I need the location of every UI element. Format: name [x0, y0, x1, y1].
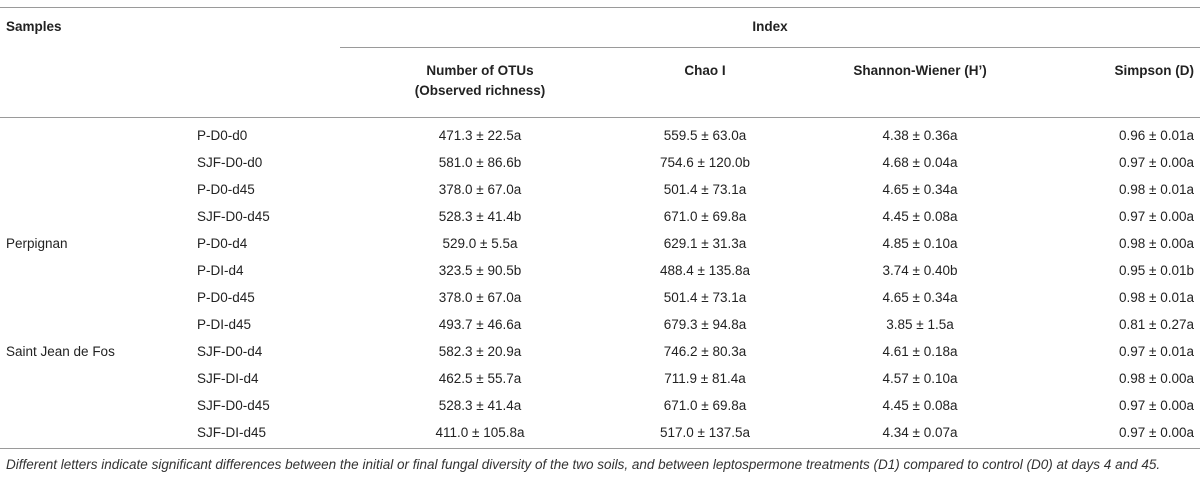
- chao-value: 711.9 ± 81.4a: [664, 371, 746, 386]
- otus-value: 323.5 ± 90.5b: [438, 263, 522, 278]
- chao-value: 517.0 ± 137.5a: [660, 425, 750, 440]
- index-header: Index: [752, 19, 788, 34]
- simpson-value: 0.97 ± 0.01a: [1119, 344, 1194, 359]
- chao-value: 671.0 ± 69.8a: [663, 209, 747, 224]
- shannon-value: 4.38 ± 0.36a: [882, 128, 958, 143]
- simpson-value: 0.97 ± 0.00a: [1119, 398, 1194, 413]
- simpson-value: 0.97 ± 0.00a: [1119, 425, 1194, 440]
- chao-value: 754.6 ± 120.0b: [660, 155, 750, 170]
- otus-value: 493.7 ± 46.6a: [438, 317, 522, 332]
- chao-value: 746.2 ± 80.3a: [663, 344, 747, 359]
- simpson-value: 0.96 ± 0.01a: [1119, 128, 1194, 143]
- sample-label: SJF-D0-d0: [197, 155, 263, 170]
- table-footnote: Different letters indicate significant d…: [6, 457, 1161, 472]
- shannon-value: 4.68 ± 0.04a: [882, 155, 958, 170]
- simpson-value: 0.81 ± 0.27a: [1119, 317, 1194, 332]
- sample-label: P-DI-d45: [197, 317, 252, 332]
- otus-value: 411.0 ± 105.8a: [435, 425, 525, 440]
- sample-label: P-D0-d45: [197, 182, 255, 197]
- sample-label: SJF-D0-d45: [197, 209, 270, 224]
- otus-value: 471.3 ± 22.5a: [438, 128, 522, 143]
- shannon-value: 4.85 ± 0.10a: [882, 236, 958, 251]
- sample-label: SJF-D0-d4: [197, 344, 263, 359]
- chao-value: 679.3 ± 94.8a: [663, 317, 747, 332]
- sample-label: P-D0-d0: [197, 128, 248, 143]
- chao-value: 559.5 ± 63.0a: [663, 128, 747, 143]
- shannon-value: 3.74 ± 0.40b: [882, 263, 958, 278]
- table-bottom-rule: [0, 448, 1200, 449]
- chao-value: 501.4 ± 73.1a: [663, 182, 747, 197]
- otus-header-line2: (Observed richness): [414, 83, 546, 98]
- otus-value: 528.3 ± 41.4a: [438, 398, 522, 413]
- simpson-value: 0.98 ± 0.01a: [1119, 290, 1194, 305]
- otus-value: 462.5 ± 55.7a: [438, 371, 522, 386]
- sample-label: SJF-DI-d45: [197, 425, 267, 440]
- header-bottom-rule: [0, 117, 1200, 118]
- shannon-value: 4.61 ± 0.18a: [882, 344, 958, 359]
- shannon-value: 4.65 ± 0.34a: [882, 290, 958, 305]
- otus-value: 528.3 ± 41.4b: [438, 209, 522, 224]
- shannon-value: 4.45 ± 0.08a: [882, 209, 958, 224]
- shannon-value: 4.57 ± 0.10a: [882, 371, 958, 386]
- chao-value: 488.4 ± 135.8a: [660, 263, 750, 278]
- sample-label: P-D0-d45: [197, 290, 255, 305]
- sample-label: SJF-D0-d45: [197, 398, 270, 413]
- simpson-value: 0.98 ± 0.00a: [1119, 236, 1194, 251]
- shannon-header: Shannon-Wiener (H’): [853, 63, 987, 78]
- chao-value: 501.4 ± 73.1a: [663, 290, 747, 305]
- simpson-value: 0.97 ± 0.00a: [1119, 155, 1194, 170]
- shannon-value: 4.45 ± 0.08a: [882, 398, 958, 413]
- otus-value: 582.3 ± 20.9a: [438, 344, 522, 359]
- simpson-header: Simpson (D): [1114, 63, 1195, 78]
- simpson-value: 0.97 ± 0.00a: [1119, 209, 1194, 224]
- otus-value: 378.0 ± 67.0a: [438, 290, 522, 305]
- otus-value: 378.0 ± 67.0a: [438, 182, 522, 197]
- shannon-value: 4.34 ± 0.07a: [882, 425, 958, 440]
- simpson-value: 0.95 ± 0.01b: [1119, 263, 1194, 278]
- group-label-saint-jean: Saint Jean de Fos: [6, 344, 115, 359]
- simpson-value: 0.98 ± 0.01a: [1119, 182, 1194, 197]
- chao-value: 671.0 ± 69.8a: [663, 398, 747, 413]
- sample-label: SJF-DI-d4: [197, 371, 259, 386]
- chao-value: 629.1 ± 31.3a: [663, 236, 747, 251]
- top-rule: [0, 7, 1200, 8]
- otus-value: 581.0 ± 86.6b: [438, 155, 522, 170]
- shannon-value: 4.65 ± 0.34a: [882, 182, 958, 197]
- sample-label: P-D0-d4: [197, 236, 248, 251]
- group-label-perpignan: Perpignan: [6, 236, 68, 251]
- chao-header: Chao I: [684, 63, 726, 78]
- sample-label: P-DI-d4: [197, 263, 244, 278]
- shannon-value: 3.85 ± 1.5a: [886, 317, 954, 332]
- otus-value: 529.0 ± 5.5a: [442, 236, 518, 251]
- samples-header: Samples: [6, 19, 62, 34]
- simpson-value: 0.98 ± 0.00a: [1119, 371, 1194, 386]
- index-rule: [340, 47, 1200, 48]
- otus-header-line1: Number of OTUs: [426, 63, 534, 78]
